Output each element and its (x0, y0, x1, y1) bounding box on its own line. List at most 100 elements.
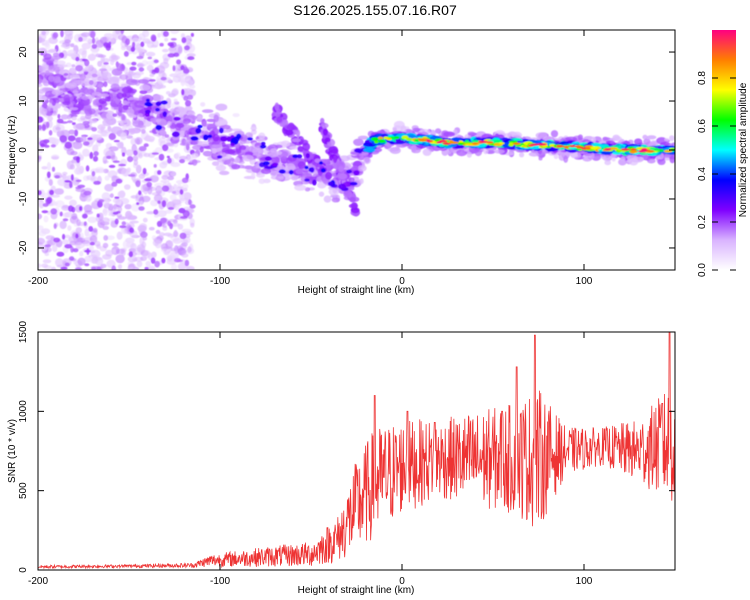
spectrogram-cell (157, 200, 161, 204)
spectrogram-cell (274, 102, 280, 111)
spectrogram-cell (113, 139, 120, 143)
spectrogram-cell (78, 36, 83, 42)
spectrogram-cell (486, 141, 494, 144)
spectrogram-cell (38, 47, 48, 56)
spectrogram-cell (281, 140, 291, 147)
spectrogram-cell (151, 251, 157, 258)
spectrogram-cell (70, 151, 78, 156)
figure-title: S126.2025.155.07.16.R07 (293, 2, 457, 18)
spectrogram-cell (199, 146, 204, 153)
spectrogram-cell (150, 199, 159, 207)
spectrogram-cell (59, 220, 67, 230)
spectrogram-cell (138, 146, 147, 152)
spectrogram-cell (167, 234, 175, 238)
spectrogram-cell (563, 155, 569, 163)
spectrogram-blobs (38, 30, 675, 270)
spectrogram-cell (72, 141, 83, 150)
spectrogram-cell (71, 177, 80, 186)
spectrogram-cell (75, 241, 85, 249)
spectrogram-cell (191, 159, 198, 166)
spectrogram-cell (64, 195, 73, 200)
spectrogram-cell (236, 133, 242, 140)
spectrogram-cell (48, 48, 57, 53)
spectrogram-cell (62, 100, 71, 106)
spectrogram-cell (152, 94, 164, 101)
spectrogram-cell (116, 63, 122, 71)
spectrogram-cell (159, 127, 165, 136)
spectrogram-cell (53, 237, 61, 243)
spectrogram-cell (149, 175, 159, 183)
spectrogram-cell (64, 141, 73, 149)
spectrogram-cell (585, 147, 591, 150)
spectrogram-cell (60, 44, 66, 48)
spectrogram-cell (271, 162, 279, 167)
spectrogram-cell (81, 95, 89, 100)
spectrogram-cell (64, 262, 70, 267)
spectrogram-cell (50, 208, 58, 215)
spectrogram-cell (124, 204, 132, 210)
spectrogram-cell (338, 173, 348, 180)
spectrogram-cell (38, 200, 45, 209)
spectrogram-cell (145, 51, 156, 57)
colorbar-ticks: 0.0 0.2 0.4 0.6 0.8 (697, 71, 736, 277)
spectrogram-cell (199, 141, 211, 147)
spectrogram-cell (144, 109, 151, 114)
spectrogram-cell (75, 93, 82, 97)
spectrogram-cell (154, 260, 160, 268)
spectrogram-cell (67, 135, 76, 142)
spectrogram-cell (392, 127, 397, 132)
spectrogram-cell (528, 151, 540, 157)
spectrogram-cell (119, 225, 127, 229)
spectrogram-cell (138, 33, 146, 40)
spectrogram-cell (46, 171, 51, 179)
spectrogram-cell (102, 242, 109, 249)
spectrogram-cell (309, 167, 315, 173)
spectrogram-cell (44, 39, 50, 48)
spectrogram-cell (161, 200, 167, 208)
spectrogram-cell (55, 126, 61, 131)
spectrogram-cell (69, 180, 73, 189)
spectrogram-cell (162, 144, 169, 152)
spectrogram-cell (122, 104, 129, 110)
spectrogram-cell (671, 142, 675, 146)
spectrogram-cell (146, 211, 155, 215)
spectrogram-cell (159, 232, 165, 237)
spectrogram-cell (275, 111, 281, 118)
spectrogram-cell (141, 195, 151, 203)
spectrogram-cell (200, 102, 206, 107)
spectrogram-cell (138, 190, 142, 196)
spectrogram-cell (164, 134, 170, 138)
spectrogram-cell (70, 78, 77, 83)
colorbar-label: Normalized spectral amplitude (738, 82, 749, 217)
spectrogram-cell (184, 130, 190, 138)
spectrogram-cell (83, 190, 92, 196)
spectrogram-cell (305, 153, 310, 159)
spectrogram-cell (97, 93, 110, 98)
spectrogram-cell (120, 83, 128, 88)
spectrogram-cell (140, 231, 148, 238)
spectrogram-cell (394, 136, 400, 140)
spectrogram-cell (259, 144, 267, 149)
spectrogram-cell (129, 220, 139, 224)
spectrogram-cell (121, 126, 127, 131)
spectrogram-cell (151, 235, 157, 240)
spectrogram-cell (87, 64, 93, 71)
spectrogram-cell (84, 108, 96, 115)
spectrogram-cell (319, 161, 323, 165)
spectrogram-cell (48, 65, 56, 72)
spectrogram-cell (57, 64, 68, 68)
spectrogram-cell (61, 239, 69, 245)
spectrogram-cell (104, 175, 110, 181)
spectrogram-cell (597, 148, 605, 152)
spectrogram-cell (179, 159, 185, 164)
spectrogram-cell (116, 231, 123, 240)
spectrogram-cell (108, 54, 119, 63)
spectrogram-cell (138, 67, 145, 72)
spectrogram-cell (224, 149, 236, 155)
spectrogram-cell (97, 60, 103, 67)
spectrogram-cell (85, 165, 90, 172)
spectrogram-cell (66, 120, 73, 124)
spectrogram-cell (143, 250, 151, 259)
spectrogram-cell (52, 52, 60, 58)
spectrogram-cell (169, 30, 180, 35)
